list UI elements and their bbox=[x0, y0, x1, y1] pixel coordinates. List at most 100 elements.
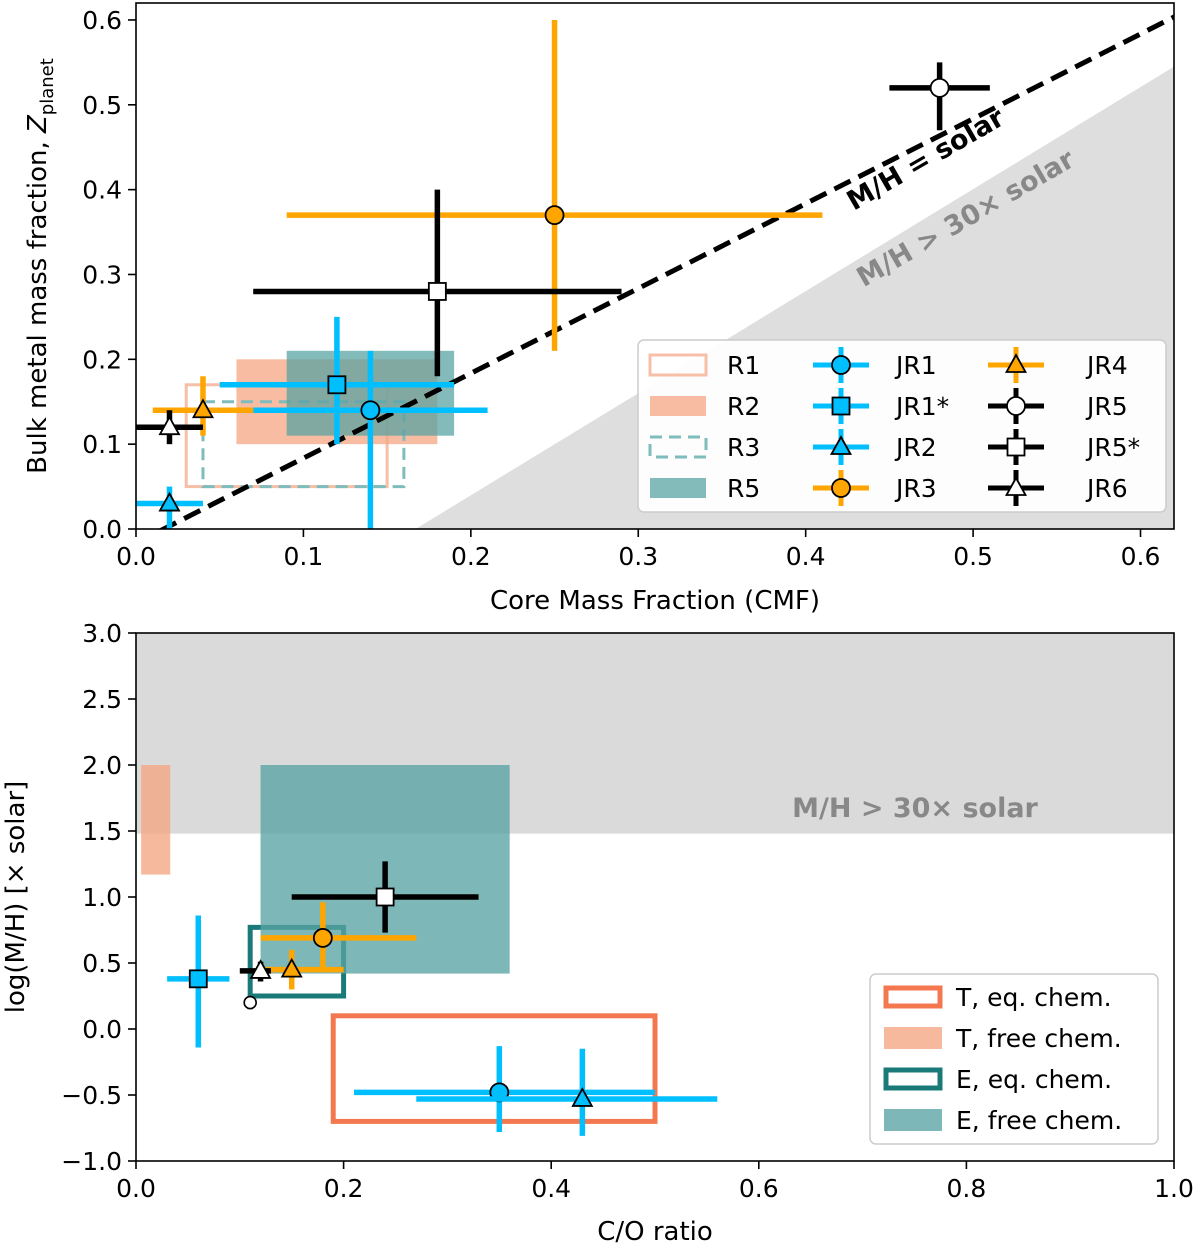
x-tick-label: 0.6 bbox=[1121, 542, 1161, 571]
x-tick-label: 0.4 bbox=[531, 1174, 571, 1203]
legend-entry-jr1-star: JR1* bbox=[813, 388, 949, 424]
x-tick-label: 0.0 bbox=[116, 1174, 156, 1203]
legend-label-jr3: JR3 bbox=[894, 474, 937, 503]
x-tick-label: 0.1 bbox=[284, 542, 324, 571]
y-tick-label: −0.5 bbox=[61, 1081, 122, 1110]
top-legend-box bbox=[637, 339, 1167, 513]
point-jr2 bbox=[136, 486, 203, 529]
top-y-label-sub: planet bbox=[37, 58, 58, 115]
legend-marker-jr6 bbox=[1004, 476, 1028, 496]
bottom-legend: T, eq. chem. T, free chem. E, eq. chem. E, … bbox=[869, 973, 1159, 1145]
bottom-annotation-30x-solar: M/H > 30× solar bbox=[792, 793, 1038, 824]
marker-jr4 bbox=[280, 957, 303, 978]
point-jr4 bbox=[260, 949, 344, 990]
legend-marker-jr5 bbox=[1006, 396, 1026, 416]
legend-entry-r2: R2 bbox=[650, 392, 760, 421]
legend-label-r3: R3 bbox=[727, 433, 760, 462]
legend-label-t-free-chem: T, free chem. bbox=[955, 1024, 1122, 1053]
point-jr3 bbox=[260, 902, 417, 970]
legend-entry-jr6: JR6 bbox=[988, 470, 1128, 506]
top-y-label-var: Z bbox=[23, 114, 53, 134]
legend-marker-jr1 bbox=[831, 355, 851, 375]
y-tick-label: 1.5 bbox=[82, 817, 122, 846]
top-y-label-main: Bulk metal mass fraction, bbox=[23, 133, 53, 474]
legend-swatch-r1 bbox=[648, 353, 708, 377]
legend-swatch-t-free-chem bbox=[884, 1027, 942, 1049]
point-jr1-star bbox=[167, 915, 230, 1048]
legend-label-r2: R2 bbox=[727, 392, 760, 421]
legend-swatch-t-eq-chem bbox=[883, 985, 943, 1009]
point-jr5-star bbox=[291, 861, 479, 933]
top-x-axis-label: Core Mass Fraction (CMF) bbox=[490, 586, 820, 616]
legend-entry-e-free-chem: E, free chem. bbox=[884, 1106, 1122, 1135]
legend-label-jr2: JR2 bbox=[894, 433, 937, 462]
point-jr5-star bbox=[253, 189, 622, 377]
legend-label-jr5: JR5 bbox=[1085, 392, 1128, 421]
legend-marker-jr1-star bbox=[831, 396, 851, 416]
legend-label-jr6: JR6 bbox=[1085, 474, 1128, 503]
marker-jr4 bbox=[191, 398, 215, 419]
bottom-panel: 0.0 0.2 0.4 0.6 0.8 1.0 −1.0 −0.5 0.0 0.5 1.0 1.5 2.… bbox=[1, 619, 1194, 1246]
legend-marker-jr4 bbox=[1004, 353, 1028, 373]
legend-swatch-r5 bbox=[650, 478, 706, 498]
bottom-ticks: 0.0 0.2 0.4 0.6 0.8 1.0 −1.0 −0.5 0.0 0.5 1.0 1.5 2.… bbox=[61, 619, 1194, 1203]
bottom-plot-area bbox=[136, 633, 1174, 1136]
legend-entry-jr2: JR2 bbox=[813, 429, 937, 465]
bottom-x-axis-label: C/O ratio bbox=[597, 1217, 713, 1246]
x-tick-label: 1.0 bbox=[1154, 1174, 1194, 1203]
y-tick-label: 2.5 bbox=[82, 685, 122, 714]
y-tick-label: 0.6 bbox=[82, 6, 122, 35]
y-tick-label: 0.3 bbox=[82, 260, 122, 289]
y-tick-label: 0.2 bbox=[82, 345, 122, 374]
legend-entry-t-free-chem: T, free chem. bbox=[884, 1024, 1122, 1053]
bottom-y-axis-label: log(M/H) [× solar] bbox=[1, 781, 31, 1014]
top-y-axis-label: Bulk metal mass fraction, Zplanet bbox=[23, 58, 58, 474]
legend-label-jr1: JR1 bbox=[894, 351, 937, 380]
legend-marker-jr5-star bbox=[1006, 437, 1026, 457]
point-jr1 bbox=[253, 350, 488, 529]
top-ticks: 0.0 0.1 0.2 0.3 0.4 0.5 0.6 0.0 0.1 0.2 0.3 0.4 0.5 0… bbox=[82, 6, 1160, 571]
point-jr6 bbox=[136, 410, 203, 445]
legend-label-r5: R5 bbox=[727, 474, 760, 503]
y-tick-label: 3.0 bbox=[82, 619, 122, 648]
y-tick-label: 0.4 bbox=[82, 176, 122, 205]
legend-entry-jr3: JR3 bbox=[813, 470, 937, 506]
marker-jr2 bbox=[158, 491, 181, 512]
legend-label-e-eq-chem: E, eq. chem. bbox=[956, 1065, 1112, 1094]
legend-marker-jr3 bbox=[831, 478, 851, 498]
point-jr2 bbox=[416, 1048, 718, 1136]
legend-label-e-free-chem: E, free chem. bbox=[956, 1106, 1122, 1135]
legend-label-jr4: JR4 bbox=[1085, 351, 1128, 380]
marker-jr5 bbox=[929, 77, 950, 98]
marker-jr2 bbox=[571, 1087, 594, 1107]
legend-entry-t-eq-chem: T, eq. chem. bbox=[883, 983, 1112, 1012]
marker-jr1 bbox=[360, 400, 381, 421]
legend-entry-jr4: JR4 bbox=[988, 347, 1128, 383]
legend-marker-jr2 bbox=[829, 435, 853, 455]
marker-jr1-star bbox=[188, 969, 208, 989]
legend-swatch-r2 bbox=[650, 396, 706, 416]
legend-entry-e-eq-chem: E, eq. chem. bbox=[883, 1065, 1112, 1094]
legend-label-jr1-star: JR1* bbox=[894, 392, 949, 421]
y-tick-label: −1.0 bbox=[61, 1147, 122, 1176]
y-tick-label: 0.5 bbox=[82, 949, 122, 978]
legend-entry-r5: R5 bbox=[650, 474, 760, 503]
y-tick-label: 0.0 bbox=[82, 1015, 122, 1044]
x-tick-label: 0.6 bbox=[739, 1174, 779, 1203]
legend-entry-jr5-star: JR5* bbox=[988, 429, 1140, 465]
x-tick-label: 0.4 bbox=[786, 542, 826, 571]
marker-jr5-star bbox=[427, 282, 447, 301]
y-tick-label: 0.0 bbox=[82, 515, 122, 544]
legend-label-r1: R1 bbox=[727, 351, 760, 380]
legend-label-jr5-star: JR5* bbox=[1085, 433, 1140, 462]
solar-line bbox=[158, 14, 1174, 529]
point-jr5 bbox=[889, 62, 990, 131]
legend-swatch-e-eq-chem bbox=[883, 1067, 943, 1091]
y-tick-label: 2.0 bbox=[82, 751, 122, 780]
legend-entry-jr1: JR1 bbox=[813, 347, 937, 383]
x-tick-label: 0.0 bbox=[116, 542, 156, 571]
legend-entry-r1: R1 bbox=[648, 351, 760, 380]
x-tick-label: 0.5 bbox=[953, 542, 993, 571]
top-axes-frame bbox=[135, 2, 1175, 530]
